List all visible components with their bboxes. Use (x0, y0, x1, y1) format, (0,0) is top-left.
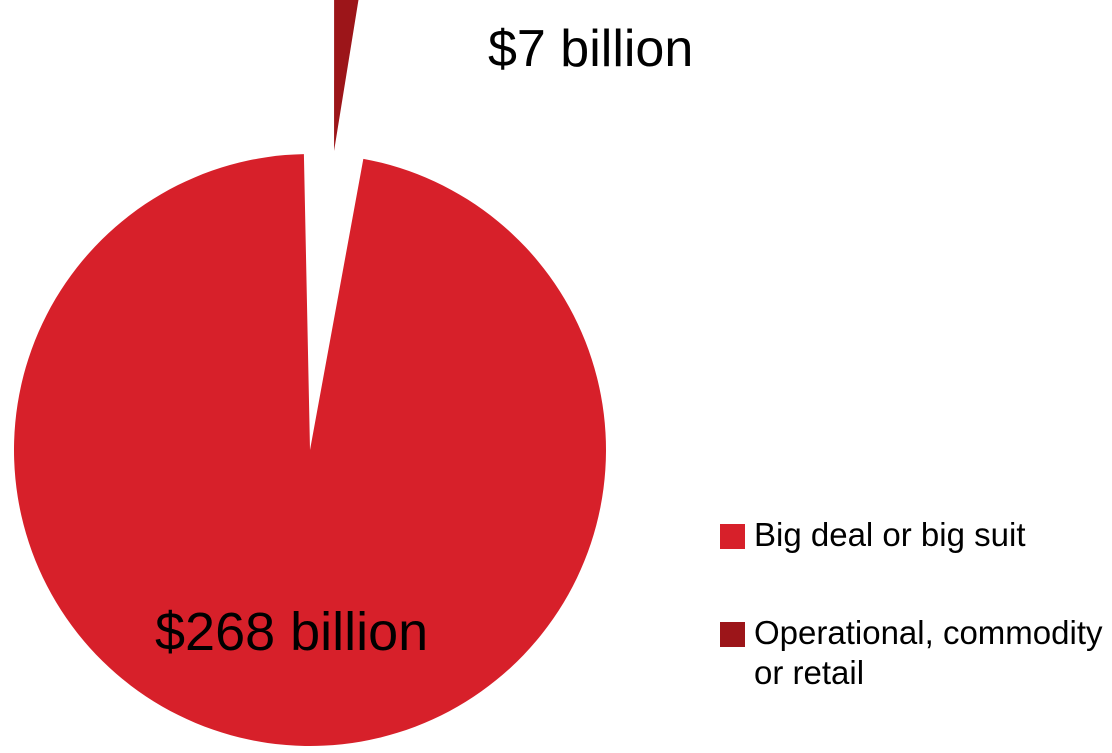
legend-swatch-big-deal (720, 524, 745, 549)
legend-item-big-deal: Big deal or big suit (720, 515, 1110, 555)
pie-slice-operational (334, 0, 359, 151)
data-label-big-deal: $268 billion (155, 602, 428, 662)
pie-slice-big-deal (14, 154, 607, 746)
pie-slices (14, 0, 607, 746)
data-labels: $268 billion $7 billion (155, 20, 693, 662)
legend-swatch-operational (720, 622, 745, 647)
legend-item-operational: Operational, commodity or retail (720, 613, 1110, 693)
data-label-operational: $7 billion (488, 20, 693, 78)
legend-label-operational: Operational, commodity or retail (754, 614, 1103, 691)
legend: Big deal or big suit Operational, commod… (720, 515, 1110, 693)
legend-label-big-deal: Big deal or big suit (754, 516, 1026, 553)
